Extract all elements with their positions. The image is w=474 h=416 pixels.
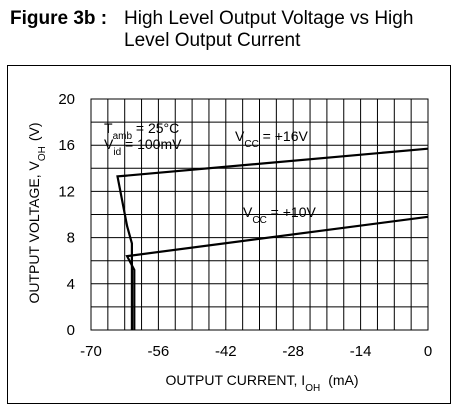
- x-tick-label: -70: [80, 343, 102, 360]
- y-tick-label: 20: [58, 91, 75, 108]
- x-tick-label: -28: [282, 343, 304, 360]
- series-group: [116, 147, 429, 330]
- grid: [91, 99, 428, 330]
- series-line-0: [116, 147, 429, 330]
- chart-title-line-1: High Level Output Voltage vs High: [124, 8, 414, 29]
- y-tick-label: 0: [67, 322, 75, 339]
- x-axis-title: OUTPUT CURRENT, IOH (mA): [165, 372, 358, 394]
- x-tick-label: -14: [350, 343, 372, 360]
- y-tick-label: 8: [67, 230, 75, 247]
- tick-labels: -70 -56 -42 -28 -14 0 0 4 8 12 16 20: [58, 91, 432, 360]
- y-tick-label: 12: [58, 183, 75, 200]
- y-tick-label: 16: [58, 137, 75, 154]
- series-line-1: [125, 215, 429, 330]
- condition-vid: Vid = 100mV: [104, 136, 182, 158]
- figure-label: Figure 3b :: [10, 8, 108, 29]
- x-tick-label: -56: [148, 343, 170, 360]
- x-tick-label: -42: [215, 343, 237, 360]
- chart-frame: [7, 65, 451, 404]
- chart-title-line-2: Level Output Current: [124, 30, 301, 51]
- x-tick-label: 0: [424, 343, 432, 360]
- series-label-vcc-16v: VCC = +16V: [235, 128, 309, 150]
- condition-tamb: Tamb = 25°C: [104, 120, 179, 142]
- series-label-vcc-10v: VCC = +10V: [243, 204, 317, 226]
- y-tick-label: 4: [67, 276, 75, 293]
- plot-area: [90, 98, 429, 331]
- y-axis-title: OUTPUT VOLTAGE, VOH(V): [26, 122, 48, 303]
